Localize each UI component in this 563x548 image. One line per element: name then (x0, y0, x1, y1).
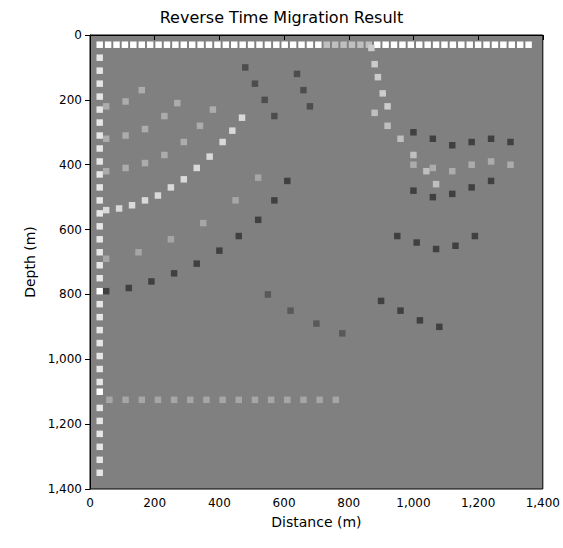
svg-text:600: 600 (59, 223, 82, 237)
svg-text:200: 200 (143, 496, 166, 510)
svg-text:1,400: 1,400 (48, 482, 82, 496)
svg-text:1,200: 1,200 (461, 496, 495, 510)
svg-text:Distance (m): Distance (m) (271, 514, 361, 530)
svg-text:Reverse Time Migration Result: Reverse Time Migration Result (160, 8, 404, 27)
svg-text:800: 800 (337, 496, 360, 510)
svg-text:0: 0 (86, 496, 94, 510)
svg-text:1,200: 1,200 (48, 417, 82, 431)
svg-text:800: 800 (59, 287, 82, 301)
svg-text:1,400: 1,400 (526, 496, 560, 510)
svg-text:0: 0 (74, 28, 82, 42)
svg-text:Depth (m): Depth (m) (22, 226, 38, 298)
svg-text:400: 400 (59, 158, 82, 172)
svg-text:400: 400 (208, 496, 231, 510)
svg-text:200: 200 (59, 93, 82, 107)
svg-text:1,000: 1,000 (396, 496, 430, 510)
svg-text:600: 600 (273, 496, 296, 510)
svg-text:1,000: 1,000 (48, 352, 82, 366)
